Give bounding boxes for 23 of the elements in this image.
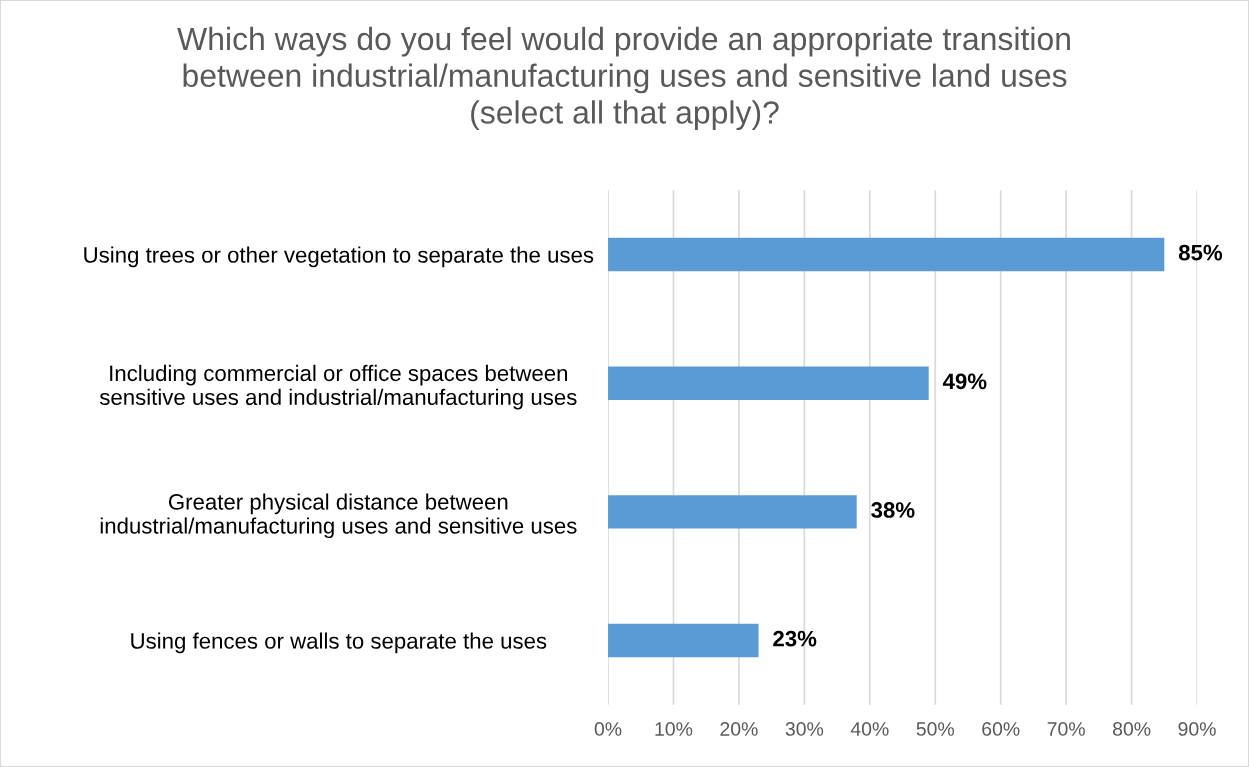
- bar: [608, 495, 857, 529]
- x-tick-label: 10%: [655, 722, 693, 736]
- chart-title: Which ways do you feel would provide an appropriate transition between industrial/manufacturing uses and sensitive land uses (select all that apply)?: [177, 26, 1070, 131]
- data-label: 85%: [1178, 244, 1223, 261]
- x-tick-label: 70%: [1047, 722, 1085, 736]
- bar: [608, 623, 759, 658]
- x-tick-label: 60%: [982, 722, 1020, 736]
- x-tick-label: 40%: [850, 722, 889, 736]
- data-label: 23%: [773, 630, 817, 647]
- data-label: 49%: [942, 373, 987, 390]
- y-tick-label: Using fences or walls to separate the uses: [131, 632, 547, 654]
- x-tick-label: 0%: [594, 722, 622, 736]
- bar: [608, 366, 929, 400]
- x-tick-label: 30%: [785, 722, 824, 736]
- y-tick-label: Greater physical distance between industrial/manufacturing uses and sensitive uses: [100, 493, 577, 539]
- x-tick-label: 80%: [1112, 722, 1151, 736]
- bar: [608, 237, 1165, 272]
- y-tick-label: Including commercial or office spaces between sensitive uses and industrial/manufacturing uses: [99, 364, 577, 410]
- y-tick-label: Using trees or other vegetation to separate the uses: [84, 246, 594, 268]
- x-tick-label: 90%: [1178, 722, 1216, 736]
- x-tick-label: 50%: [916, 722, 955, 736]
- x-tick-label: 20%: [720, 722, 758, 736]
- data-label: 38%: [871, 502, 915, 518]
